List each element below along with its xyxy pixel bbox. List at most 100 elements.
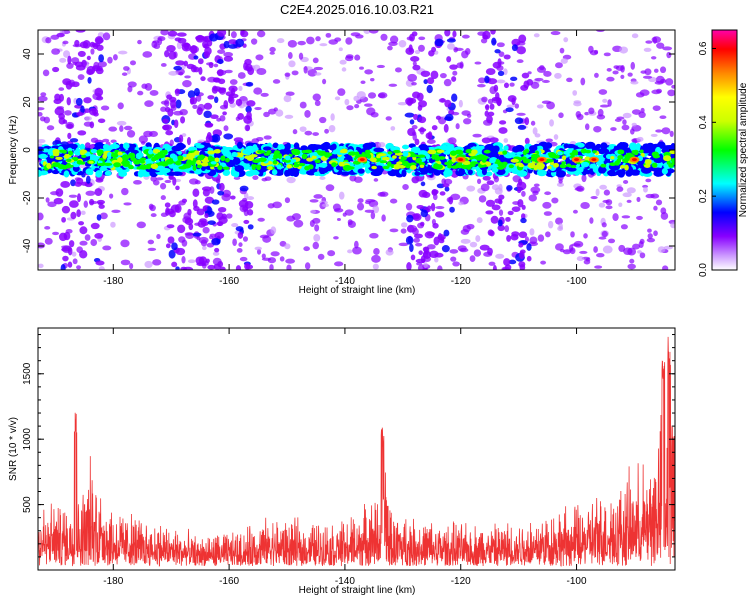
spectrogram-blob: [450, 256, 457, 262]
spectrogram-band-core: [454, 149, 464, 155]
spectrogram-band-core: [194, 150, 200, 155]
spectrogram-blob: [593, 125, 602, 133]
spectrogram-blob: [547, 220, 554, 229]
spectrogram-band-core: [214, 157, 220, 163]
spectrogram-blob: [667, 89, 675, 97]
spectrogram-band-core: [339, 149, 347, 154]
spectrogram-blob: [412, 61, 417, 66]
spectrogram-band-core: [58, 149, 68, 153]
spectrogram-blob: [137, 90, 144, 96]
spectrogram-streak-blob: [511, 38, 521, 47]
spectrogram-blob: [85, 190, 96, 196]
spectrogram-streak-blob: [193, 87, 200, 97]
spectrogram-blob: [640, 107, 645, 113]
spectrogram-blob: [147, 247, 157, 252]
spectrogram-band-core: [49, 155, 55, 159]
spectrogram-blob: [80, 210, 86, 216]
spectrogram-streak-blob: [217, 30, 227, 37]
spectrogram-streak-blob: [242, 206, 249, 212]
spectrogram-blob: [250, 38, 258, 45]
spectrogram-band-blob: [252, 146, 259, 152]
spectrogram-streak-blob: [79, 226, 88, 235]
spectrogram-streak-blob: [86, 55, 91, 61]
spectrogram-band-blob: [449, 143, 455, 151]
spectrogram-blob: [584, 123, 590, 131]
spectrogram-streak-blob: [237, 113, 245, 120]
spectrogram-streak-blob: [89, 41, 96, 48]
spectrogram-blob: [387, 45, 393, 51]
spectrogram-blob: [631, 109, 642, 115]
spectrogram-blob: [630, 80, 639, 85]
spectrogram-blob: [123, 125, 133, 131]
spectrogram-blob: [618, 202, 623, 207]
spectrogram-blob: [488, 261, 496, 266]
spectrogram-blob: [123, 202, 132, 206]
spectrogram-streak-blob: [419, 221, 425, 227]
spectrogram-xtick-label: -140: [335, 276, 355, 287]
spectrogram-streak-blob: [213, 77, 221, 83]
spectrogram-blob: [144, 260, 153, 269]
spectrogram-band-core: [286, 164, 292, 169]
spectrogram-blob: [555, 62, 563, 69]
spectrogram-streak-blob: [80, 105, 85, 114]
spectrogram-blob: [299, 101, 307, 109]
spectrogram-band-core: [231, 151, 238, 158]
spectrogram-streak-blob: [213, 263, 222, 270]
spectrogram-streak-blob: [89, 121, 95, 129]
spectrogram-blob: [626, 199, 632, 203]
spectrogram-streak-blob: [175, 99, 182, 109]
spectrogram-band-core: [90, 149, 98, 154]
spectrogram-streak-blob: [61, 247, 70, 252]
spectrogram-blob: [350, 32, 361, 37]
spectrogram-band-core: [361, 151, 366, 158]
spectrogram-streak-blob: [487, 111, 495, 117]
spectrogram-blob: [333, 236, 339, 240]
spectrogram-blob: [621, 215, 631, 219]
spectrogram-streak-blob: [493, 84, 499, 92]
spectrogram-band-core: [314, 159, 321, 164]
spectrogram-band-core: [569, 152, 579, 156]
spectrogram-blob: [347, 249, 353, 254]
spectrogram-band-blob: [481, 168, 487, 176]
spectrogram-streak-blob: [412, 64, 421, 71]
spectrogram-blob: [450, 193, 461, 201]
spectrogram-band-core: [252, 159, 261, 164]
spectrogram-band-core: [80, 151, 85, 156]
spectrogram-streak-blob: [77, 130, 87, 136]
spectrogram-blob: [461, 50, 469, 59]
spectrogram-blob: [44, 226, 51, 230]
spectrogram-streak-blob: [85, 175, 91, 184]
spectrogram-blob: [491, 184, 500, 191]
spectrogram-streak-blob: [67, 132, 72, 140]
spectrogram-band-core: [213, 148, 221, 154]
spectrogram-streak-blob: [491, 37, 497, 46]
spectrogram-band-core: [106, 151, 112, 158]
spectrogram-band-core: [644, 159, 652, 165]
spectrogram-streak-blob: [61, 205, 71, 214]
spectrogram-streak-blob: [486, 115, 493, 124]
spectrogram-blob: [614, 118, 622, 122]
spectrogram-ylabel: Frequency (Hz): [8, 116, 19, 185]
spectrogram-band-blob: [617, 170, 625, 178]
spectrogram-blob: [246, 196, 255, 201]
spectrogram-streak-blob: [418, 116, 427, 124]
spectrogram-blob: [120, 259, 131, 266]
spectrogram-streak-blob: [449, 64, 458, 70]
spectrogram-blob: [293, 219, 304, 228]
spectrogram-blob: [38, 95, 48, 102]
spectrogram-streak-blob: [166, 224, 175, 229]
spectrogram-blob: [553, 134, 559, 140]
spectrogram-blob: [279, 256, 285, 262]
spectrogram-streak-blob: [75, 30, 86, 33]
spectrogram-band-blob: [565, 143, 577, 149]
spectrogram-blob: [480, 38, 488, 44]
spectrogram-blob: [598, 202, 606, 208]
spectrogram-xtick-label: -180: [103, 276, 123, 287]
spectrogram-blob: [627, 263, 636, 270]
spectrogram-blob: [378, 142, 386, 148]
spectrogram-band-blob: [410, 146, 421, 154]
spectrogram-band-blob: [536, 169, 547, 177]
spectrogram-streak-blob: [485, 68, 496, 75]
spectrogram-streak-blob: [95, 178, 104, 183]
spectrogram-blob: [160, 182, 167, 190]
